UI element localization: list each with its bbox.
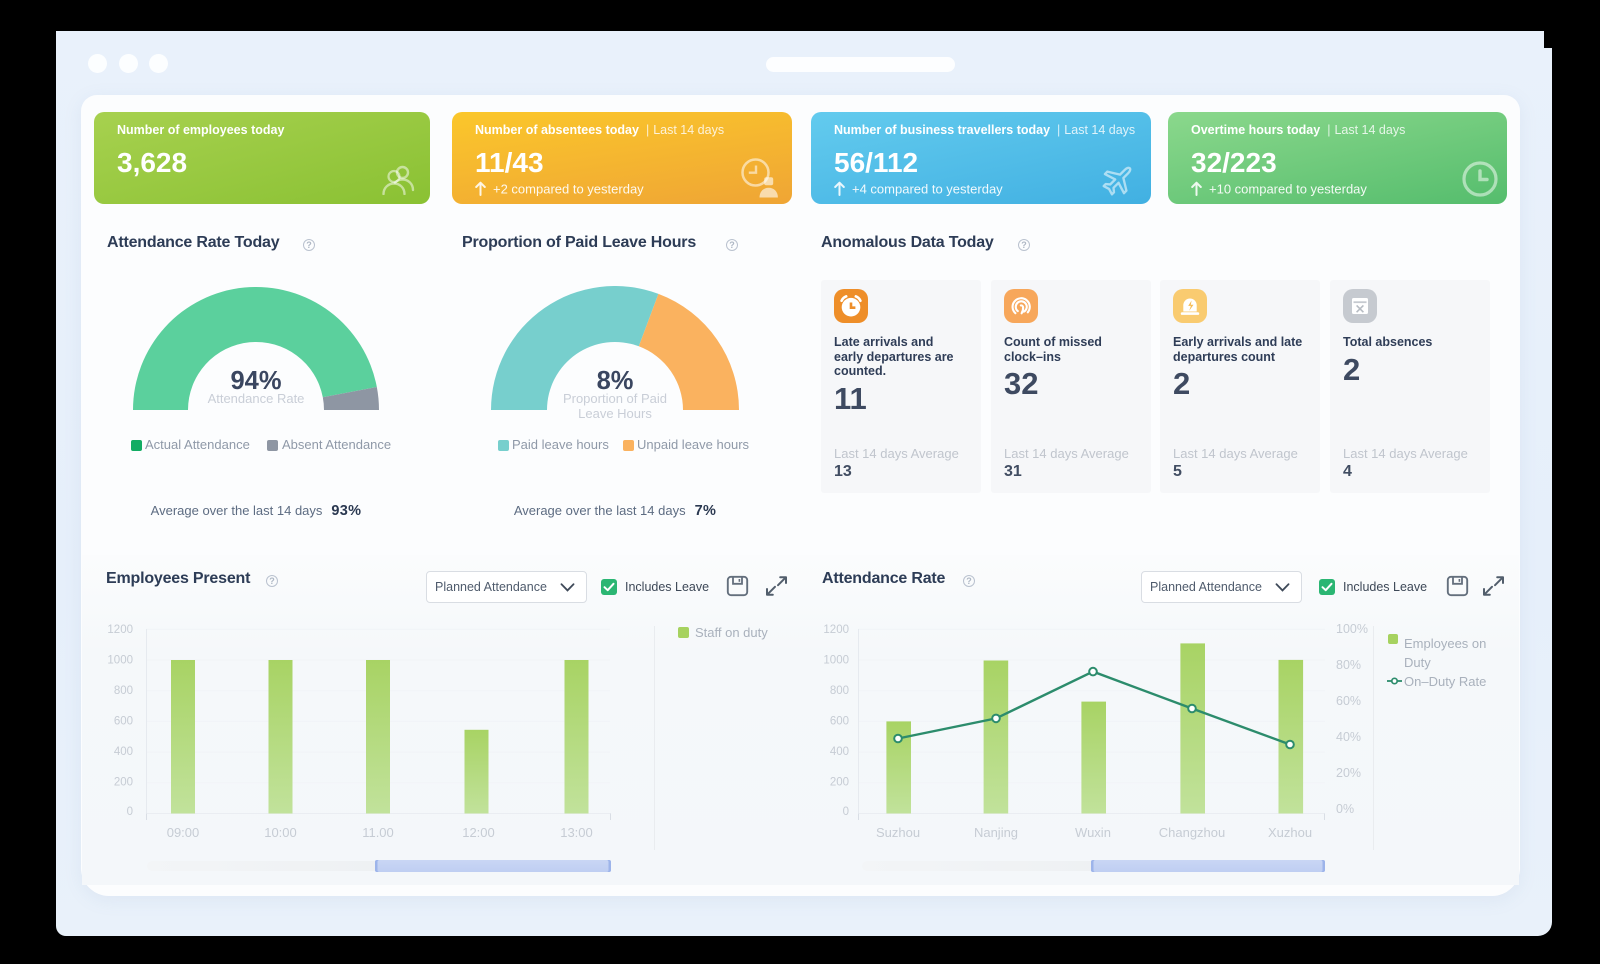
- svg-text:Wuxin: Wuxin: [1075, 825, 1111, 840]
- svg-text:Staff on duty: Staff on duty: [695, 625, 768, 640]
- svg-text:1200: 1200: [107, 624, 133, 636]
- svg-text:Changzhou: Changzhou: [1159, 825, 1226, 840]
- svg-text:1000: 1000: [823, 655, 849, 667]
- svg-text:80%: 80%: [1336, 658, 1361, 672]
- svg-text:0%: 0%: [1336, 802, 1354, 816]
- svg-text:Suzhou: Suzhou: [876, 825, 920, 840]
- svg-text:200: 200: [114, 777, 133, 789]
- svg-text:60%: 60%: [1336, 694, 1361, 708]
- svg-text:Xuzhou: Xuzhou: [1268, 825, 1312, 840]
- svg-text:800: 800: [114, 685, 133, 697]
- svg-text:40%: 40%: [1336, 730, 1361, 744]
- svg-text:200: 200: [830, 777, 849, 789]
- svg-text:12:00: 12:00: [462, 825, 495, 840]
- svg-text:400: 400: [830, 746, 849, 758]
- svg-text:100%: 100%: [1336, 622, 1368, 636]
- svg-text:09:00: 09:00: [167, 825, 200, 840]
- svg-text:Duty: Duty: [1404, 655, 1431, 670]
- svg-text:600: 600: [830, 716, 849, 728]
- svg-text:1000: 1000: [107, 655, 133, 667]
- svg-text:10:00: 10:00: [264, 825, 297, 840]
- svg-text:0: 0: [127, 806, 133, 818]
- svg-text:600: 600: [114, 716, 133, 728]
- svg-text:Employees on: Employees on: [1404, 636, 1486, 651]
- svg-text:1200: 1200: [823, 624, 849, 636]
- svg-text:11.00: 11.00: [362, 825, 394, 840]
- svg-text:0: 0: [843, 806, 849, 818]
- svg-text:Nanjing: Nanjing: [974, 825, 1018, 840]
- svg-text:20%: 20%: [1336, 766, 1361, 780]
- svg-text:13:00: 13:00: [560, 825, 593, 840]
- svg-text:On–Duty Rate: On–Duty Rate: [1404, 674, 1486, 689]
- svg-text:400: 400: [114, 746, 133, 758]
- svg-text:800: 800: [830, 685, 849, 697]
